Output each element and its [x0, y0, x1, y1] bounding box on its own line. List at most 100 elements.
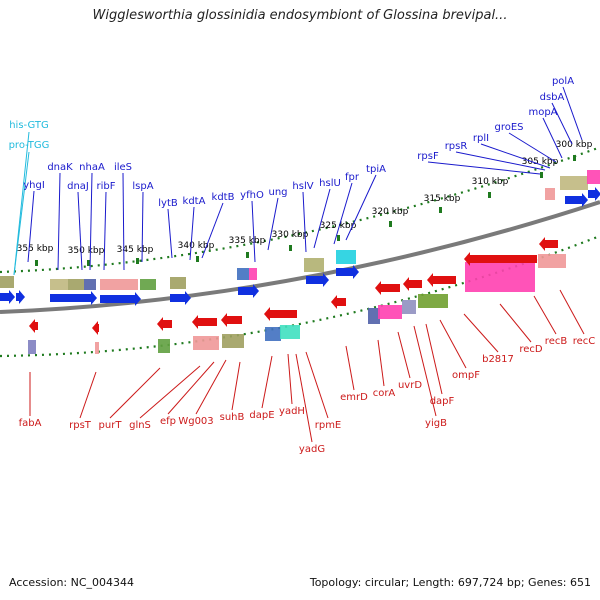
- scale-tick-label: 355 kbp: [17, 244, 54, 254]
- reverse-gene-arrow: [192, 315, 217, 329]
- forward-gene-label: dnaJ: [67, 181, 89, 192]
- scale-tick-mark: [337, 235, 340, 241]
- reverse-gene-label: yadH: [279, 406, 305, 417]
- reverse-gene-arrow: [464, 252, 537, 266]
- scale-tick-label: 315 kbp: [424, 194, 461, 204]
- gene-block: [368, 308, 380, 324]
- scale-tick-label: 305 kbp: [522, 157, 559, 167]
- gene-block: [0, 276, 14, 288]
- scale-tick-mark: [136, 258, 139, 264]
- gene-block: [158, 339, 170, 353]
- scale-tick-label: 310 kbp: [472, 177, 509, 187]
- forward-gene-label: lspA: [132, 181, 153, 192]
- forward-gene-arrow: [588, 187, 600, 201]
- scale-tick-label: 325 kbp: [320, 221, 357, 231]
- scale-tick-label: 335 kbp: [229, 236, 266, 246]
- reverse-gene-label: fabA: [19, 418, 42, 429]
- forward-gene-label: rpsF: [417, 151, 439, 162]
- gene-block: [84, 279, 96, 290]
- reverse-gene-label: dapF: [430, 396, 455, 407]
- genome-title: Wigglesworthia glossinidia endosymbiont …: [92, 8, 508, 23]
- forward-gene-arrow: [306, 273, 329, 287]
- forward-gene-label: polA: [552, 76, 574, 87]
- forward-gene-label: yfhO: [240, 190, 264, 201]
- reverse-gene-label: efp: [160, 416, 176, 427]
- reverse-gene-arrow: [375, 281, 400, 295]
- scale-tick-mark: [439, 207, 442, 213]
- gene-block: [193, 336, 219, 350]
- gene-block: [265, 327, 281, 341]
- scale-tick-label: 345 kbp: [117, 245, 154, 255]
- forward-gene-label: rpsR: [445, 141, 468, 152]
- reverse-gene-label: glnS: [129, 420, 151, 431]
- scale-tick-mark: [246, 252, 249, 258]
- reverse-gene-label: yigB: [425, 418, 447, 429]
- gene-block: [100, 279, 138, 290]
- forward-gene-label: fpr: [345, 172, 360, 183]
- forward-gene-label: kdtA: [183, 196, 206, 207]
- forward-gene-label: ribF: [97, 181, 116, 192]
- scale-tick-mark: [289, 245, 292, 251]
- reverse-gene-label: rpmE: [315, 420, 342, 431]
- forward-gene-label: mopA: [528, 107, 557, 118]
- scale-tick-label: 300 kbp: [556, 140, 593, 150]
- gene-block: [560, 176, 588, 190]
- reverse-gene-arrow: [403, 277, 422, 291]
- backbone-arc: [0, 200, 600, 314]
- scale-tick-label: 350 kbp: [68, 246, 105, 256]
- scale-tick-label: 340 kbp: [178, 241, 215, 251]
- reverse-gene-labels: fabA rpsT purT glnS efp Wg003 suhB dapE yadH yadG…: [19, 289, 595, 455]
- forward-gene-label: hslU: [319, 178, 341, 189]
- reverse-gene-label: rpsT: [69, 420, 92, 431]
- scale-tick-mark: [573, 155, 576, 161]
- reverse-gene-arrow: [221, 313, 242, 327]
- gene-block: [378, 305, 402, 319]
- gene-block: [336, 250, 356, 264]
- reverse-gene-arrow: [157, 317, 172, 331]
- scale-tick-mark: [35, 260, 38, 266]
- rna-gene-label: his-GTG: [9, 120, 49, 131]
- reverse-gene-arrow: [331, 295, 346, 309]
- gene-block: [50, 279, 68, 290]
- forward-gene-label: kdtB: [212, 192, 235, 203]
- forward-gene-arrow: [0, 290, 15, 304]
- reverse-gene-arrow: [427, 273, 456, 287]
- forward-gene-arrow: [100, 292, 141, 306]
- gene-block: [28, 340, 36, 354]
- genome-summary: Topology: circular; Length: 697,724 bp; …: [309, 576, 591, 589]
- reverse-gene-label: corA: [373, 388, 396, 399]
- gene-block: [304, 258, 324, 272]
- forward-gene-label: groES: [494, 122, 523, 133]
- gene-block: [545, 188, 555, 200]
- forward-gene-arrow: [50, 291, 97, 305]
- rna-labels: his-GTG pro-TGG: [9, 120, 50, 276]
- gene-block: [280, 325, 300, 339]
- gene-block: [140, 279, 156, 290]
- scale-tick-mark: [389, 221, 392, 227]
- forward-gene-label: ung: [268, 187, 287, 198]
- scale-tick-mark: [540, 172, 543, 178]
- gene-block: [418, 294, 448, 308]
- forward-gene-label: lytB: [158, 198, 178, 209]
- forward-gene-arrow: [565, 193, 588, 207]
- accession-label: Accession: NC_004344: [9, 576, 135, 589]
- reverse-gene-label: yadG: [299, 444, 325, 455]
- rna-gene-label: pro-TGG: [9, 140, 50, 151]
- scale-tick-mark: [87, 260, 90, 266]
- feature-blocks: [0, 170, 600, 354]
- gene-block: [222, 334, 244, 348]
- forward-gene-arrow: [238, 284, 259, 298]
- gene-block: [249, 268, 257, 280]
- reverse-gene-label: emrD: [340, 392, 368, 403]
- forward-gene-label: yhgI: [23, 180, 45, 191]
- reverse-gene-label: Wg003: [178, 416, 213, 427]
- forward-gene-label: hslV: [292, 181, 313, 192]
- reverse-gene-label: recB: [545, 336, 568, 347]
- forward-gene-label: ileS: [114, 162, 132, 173]
- gene-block: [170, 277, 186, 289]
- gene-block: [95, 342, 99, 354]
- reverse-gene-arrow: [92, 321, 99, 335]
- scale-tick-mark: [488, 192, 491, 198]
- forward-gene-arrow: [336, 265, 359, 279]
